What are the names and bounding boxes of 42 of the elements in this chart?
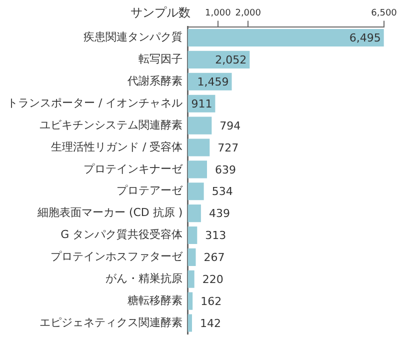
data-label: 534 bbox=[212, 185, 233, 198]
data-label: 142 bbox=[200, 316, 221, 330]
y-tick-label: 転写因子 bbox=[138, 52, 183, 66]
data-label: 794 bbox=[220, 119, 241, 132]
x-axis-title: サンプル数 bbox=[130, 6, 191, 20]
y-tick-label: 細胞表面マーカー (CD 抗原 ) bbox=[36, 206, 183, 220]
data-label: 1,459 bbox=[197, 76, 229, 89]
data-label: 2,052 bbox=[215, 54, 247, 67]
bar bbox=[188, 138, 210, 156]
y-tick-label: 糖転移酵素 bbox=[128, 294, 183, 307]
bar bbox=[188, 226, 198, 244]
bar bbox=[188, 182, 204, 200]
bar bbox=[188, 248, 196, 266]
y-tick-label: 生理活性リガンド / 受容体 bbox=[50, 140, 183, 154]
data-label: 639 bbox=[214, 163, 236, 176]
y-tick-label: 代謝系酵素 bbox=[126, 74, 183, 88]
y-tick-label: エピジェネティクス関連酵素 bbox=[40, 316, 183, 329]
data-label: 6,495 bbox=[349, 32, 381, 45]
data-label: 313 bbox=[205, 229, 226, 242]
y-tick-label: ユビキチンシステム関連酵素 bbox=[40, 118, 183, 132]
y-tick-label: プロテアーゼ bbox=[116, 184, 184, 198]
data-label: 162 bbox=[200, 294, 222, 308]
data-label: 220 bbox=[202, 273, 224, 286]
data-label: 267 bbox=[204, 251, 225, 264]
y-tick-label: プロテインキナーゼ bbox=[84, 162, 184, 176]
bar bbox=[188, 314, 192, 332]
y-tick-label: がん・精巣抗原 bbox=[106, 272, 183, 285]
bar bbox=[188, 270, 194, 288]
x-tick-label: 6,500 bbox=[371, 8, 398, 19]
bar bbox=[188, 204, 201, 222]
x-tick-label: 1,000 bbox=[205, 8, 232, 19]
bar bbox=[188, 116, 212, 134]
bar bbox=[188, 292, 193, 310]
bar bbox=[188, 160, 207, 178]
data-label: 727 bbox=[218, 141, 239, 154]
y-tick-label: トランスポーター / イオンチャネル bbox=[6, 96, 183, 110]
x-tick-label: 2,000 bbox=[235, 8, 262, 19]
y-tick-label: 疾患関連タンパク質 bbox=[84, 30, 183, 44]
data-label: 911 bbox=[191, 97, 212, 110]
y-tick-label: G タンパク質共役受容体 bbox=[60, 228, 183, 242]
y-tick-label: プロテインホスファターゼ bbox=[50, 250, 184, 264]
data-label: 439 bbox=[208, 207, 230, 220]
